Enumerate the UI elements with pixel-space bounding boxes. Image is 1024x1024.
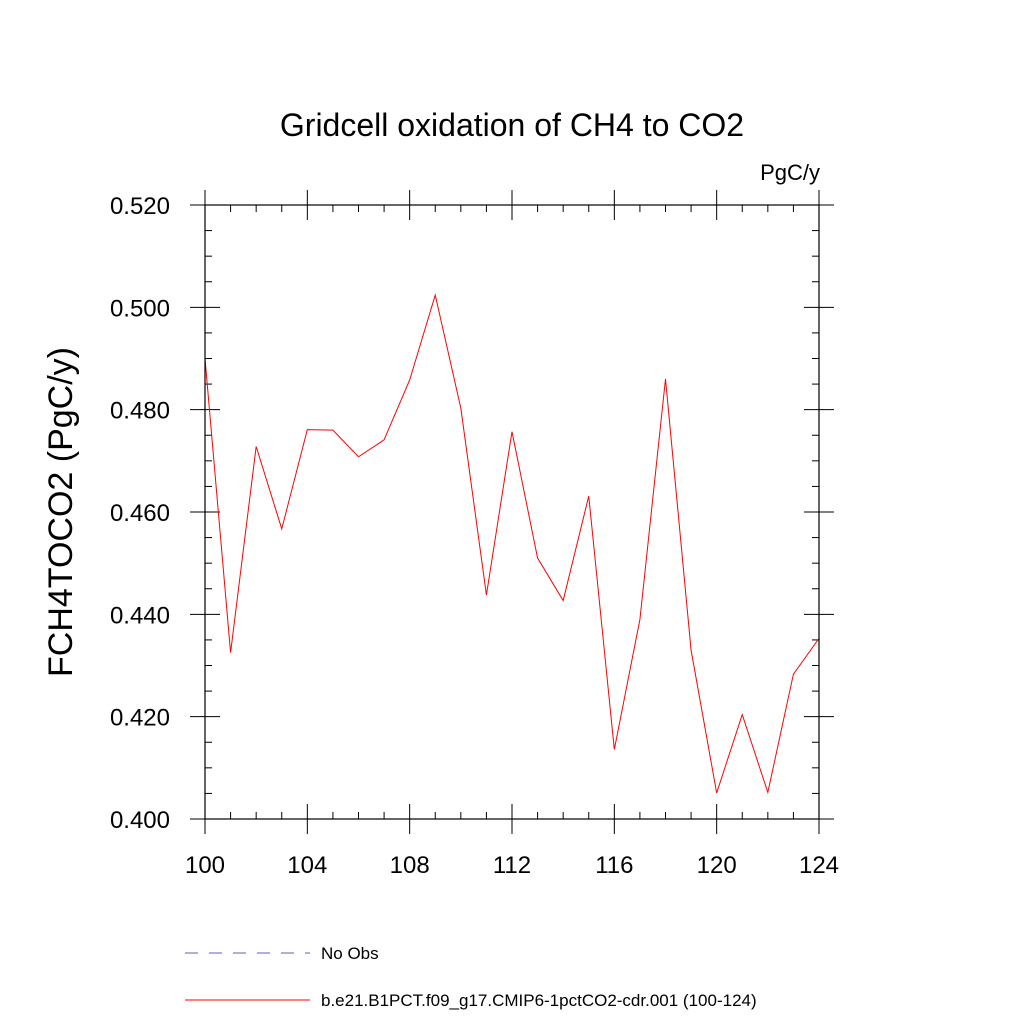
y-tick-label: 0.520 — [110, 193, 170, 220]
x-tick-label: 100 — [185, 852, 225, 879]
y-axis-label: FCH4TOCO2 (PgC/y) — [42, 347, 80, 677]
x-tick-label: 108 — [390, 852, 430, 879]
x-tick-label: 124 — [799, 852, 839, 879]
y-tick-label: 0.400 — [110, 807, 170, 834]
y-tick-label: 0.440 — [110, 602, 170, 629]
x-tick-label: 116 — [595, 852, 633, 879]
chart-title: Gridcell oxidation of CH4 to CO2 — [280, 107, 744, 143]
y-tick-label: 0.460 — [110, 500, 170, 527]
legend-label-model: b.e21.B1PCT.f09_g17.CMIP6-1pctCO2-cdr.00… — [321, 991, 757, 1010]
x-tick-label: 120 — [697, 852, 737, 879]
x-tick-label: 112 — [493, 852, 531, 879]
x-tick-label: 104 — [287, 852, 327, 879]
units-label: PgC/y — [760, 160, 820, 185]
series-line-1 — [204, 293, 820, 795]
legend: No Obs b.e21.B1PCT.f09_g17.CMIP6-1pctCO2… — [185, 944, 757, 1010]
series-lines — [204, 293, 820, 795]
tick-labels: 100 104 108 112 116 120 124 0.400 0.420 0.440 0.46… — [110, 193, 839, 879]
y-tick-label: 0.420 — [110, 705, 170, 732]
legend-label-no-obs: No Obs — [321, 944, 379, 963]
y-tick-label: 0.480 — [110, 398, 170, 425]
plot-frame — [204, 204, 820, 820]
y-tick-label: 0.500 — [110, 295, 170, 322]
